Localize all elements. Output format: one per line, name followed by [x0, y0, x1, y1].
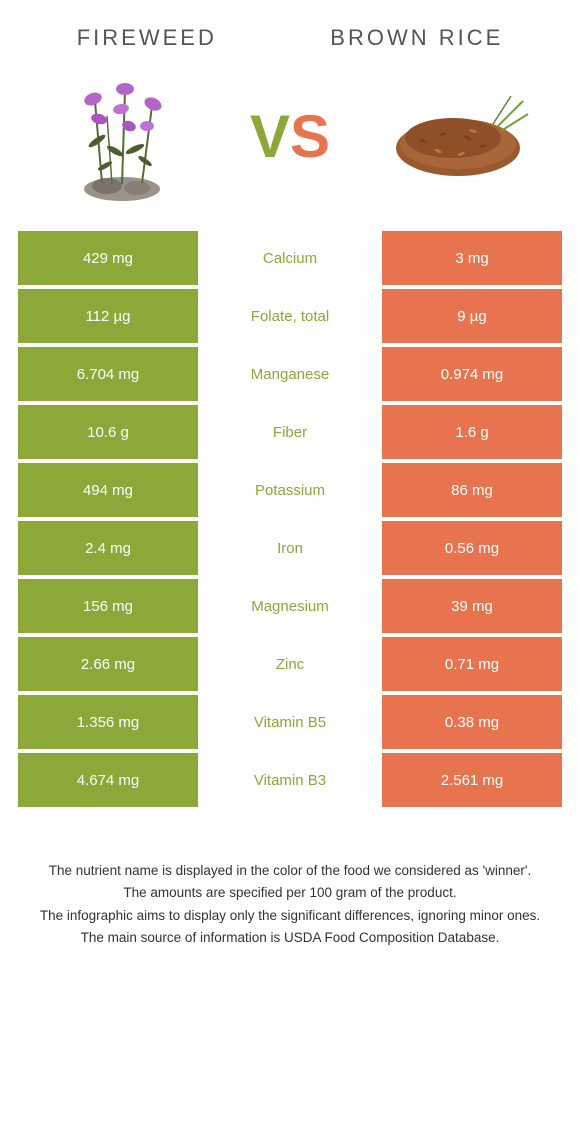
value-left: 10.6 g — [18, 405, 198, 459]
value-left: 429 mg — [18, 231, 198, 285]
value-right: 3 mg — [382, 231, 562, 285]
nutrient-row: 6.704 mgManganese0.974 mg — [18, 347, 562, 401]
nutrient-name: Vitamin B3 — [198, 753, 382, 807]
value-left: 112 µg — [18, 289, 198, 343]
value-left: 156 mg — [18, 579, 198, 633]
value-left: 2.4 mg — [18, 521, 198, 575]
footer-line-2: The amounts are specified per 100 gram o… — [30, 883, 550, 903]
nutrient-name: Potassium — [198, 463, 382, 517]
title-right: Brown rice — [330, 25, 503, 51]
nutrient-row: 156 mgMagnesium39 mg — [18, 579, 562, 633]
nutrient-name: Calcium — [198, 231, 382, 285]
value-right: 0.71 mg — [382, 637, 562, 691]
nutrient-name: Vitamin B5 — [198, 695, 382, 749]
nutrient-name: Magnesium — [198, 579, 382, 633]
value-left: 1.356 mg — [18, 695, 198, 749]
nutrient-name: Folate, total — [198, 289, 382, 343]
value-right: 0.974 mg — [382, 347, 562, 401]
nutrient-row: 2.4 mgIron0.56 mg — [18, 521, 562, 575]
header: Fireweed Brown rice — [0, 0, 580, 61]
vs-s: S — [290, 103, 330, 170]
nutrient-row: 1.356 mgVitamin B50.38 mg — [18, 695, 562, 749]
brown-rice-image — [383, 71, 533, 201]
nutrient-name: Fiber — [198, 405, 382, 459]
value-right: 9 µg — [382, 289, 562, 343]
value-left: 2.66 mg — [18, 637, 198, 691]
nutrient-row: 10.6 gFiber1.6 g — [18, 405, 562, 459]
footer-line-3: The infographic aims to display only the… — [30, 906, 550, 926]
nutrient-table: 429 mgCalcium3 mg112 µgFolate, total9 µg… — [0, 231, 580, 807]
vs-v: V — [250, 103, 290, 170]
value-left: 4.674 mg — [18, 753, 198, 807]
nutrient-name: Zinc — [198, 637, 382, 691]
value-left: 494 mg — [18, 463, 198, 517]
nutrient-name: Iron — [198, 521, 382, 575]
title-left: Fireweed — [77, 25, 217, 51]
vs-row: VS — [0, 61, 580, 231]
footer-notes: The nutrient name is displayed in the co… — [0, 811, 580, 970]
value-right: 1.6 g — [382, 405, 562, 459]
footer-line-4: The main source of information is USDA F… — [30, 928, 550, 948]
vs-label: VS — [250, 102, 330, 171]
nutrient-row: 494 mgPotassium86 mg — [18, 463, 562, 517]
value-right: 0.38 mg — [382, 695, 562, 749]
nutrient-row: 4.674 mgVitamin B32.561 mg — [18, 753, 562, 807]
nutrient-name: Manganese — [198, 347, 382, 401]
value-right: 39 mg — [382, 579, 562, 633]
footer-line-1: The nutrient name is displayed in the co… — [30, 861, 550, 881]
value-right: 0.56 mg — [382, 521, 562, 575]
nutrient-row: 112 µgFolate, total9 µg — [18, 289, 562, 343]
value-right: 2.561 mg — [382, 753, 562, 807]
value-left: 6.704 mg — [18, 347, 198, 401]
value-right: 86 mg — [382, 463, 562, 517]
nutrient-row: 429 mgCalcium3 mg — [18, 231, 562, 285]
fireweed-image — [47, 71, 197, 201]
nutrient-row: 2.66 mgZinc0.71 mg — [18, 637, 562, 691]
